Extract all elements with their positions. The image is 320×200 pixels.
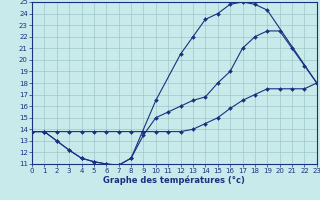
X-axis label: Graphe des températures (°c): Graphe des températures (°c)	[103, 176, 245, 185]
